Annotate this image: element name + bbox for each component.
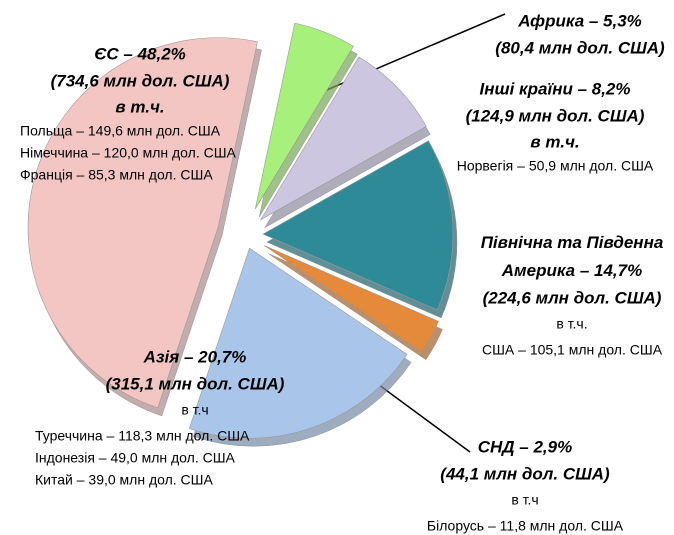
slice-detail: Франція – 85,3 млн дол. США: [20, 167, 213, 183]
slice: [259, 56, 427, 221]
slice-detail: Туреччина – 118,3 млн дол. США: [35, 428, 250, 444]
slice-amount: (315,1 млн дол. США): [106, 374, 285, 393]
slice-note: в т.ч.: [556, 316, 587, 332]
slice-label: Африка – 5,3%: [517, 11, 642, 30]
slice-detail: США – 105,1 млн дол. США: [482, 342, 663, 358]
slice: [262, 140, 454, 311]
slice-detail: Індонезія – 49,0 млн дол. США: [35, 450, 236, 466]
slice-label: Азія – 20,7%: [143, 347, 247, 366]
slice-detail: Китай – 39,0 млн дол. США: [35, 472, 213, 488]
slice: [264, 245, 439, 353]
slice: [188, 247, 408, 439]
slice: [254, 22, 354, 210]
slice-label: ЄС – 48,2%: [94, 44, 186, 63]
slice-detail: Польща – 149,6 млн дол. США: [20, 123, 221, 139]
slice-label: Північна та Південна Америка – 14,7%: [481, 233, 664, 280]
slice-amount: (80,4 млн дол. США): [495, 38, 665, 57]
slice-amount: (734,6 млн дол. США): [51, 71, 230, 90]
slice-amount: (224,6 млн дол. США): [483, 288, 662, 307]
slice-detail: Норвегія – 50,9 млн дол. США: [457, 158, 654, 174]
slice-amount: (44,1 млн дол. США): [440, 464, 610, 483]
slice-detail: Німеччина – 120,0 млн дол. США: [20, 145, 237, 161]
slice-note: в т.ч: [511, 492, 538, 508]
slice-note: в т.ч: [181, 402, 208, 418]
slice-label: СНД – 2,9%: [478, 437, 572, 456]
slice-note: в т.ч.: [530, 132, 579, 151]
slice: [27, 37, 258, 409]
slice-amount: (124,9 млн дол. США): [466, 106, 645, 125]
slice-label: Інші країни – 8,2%: [479, 79, 630, 98]
slice-detail: Білорусь – 11,8 млн дол. США: [427, 518, 624, 534]
slice-note: в т.ч.: [115, 97, 164, 116]
